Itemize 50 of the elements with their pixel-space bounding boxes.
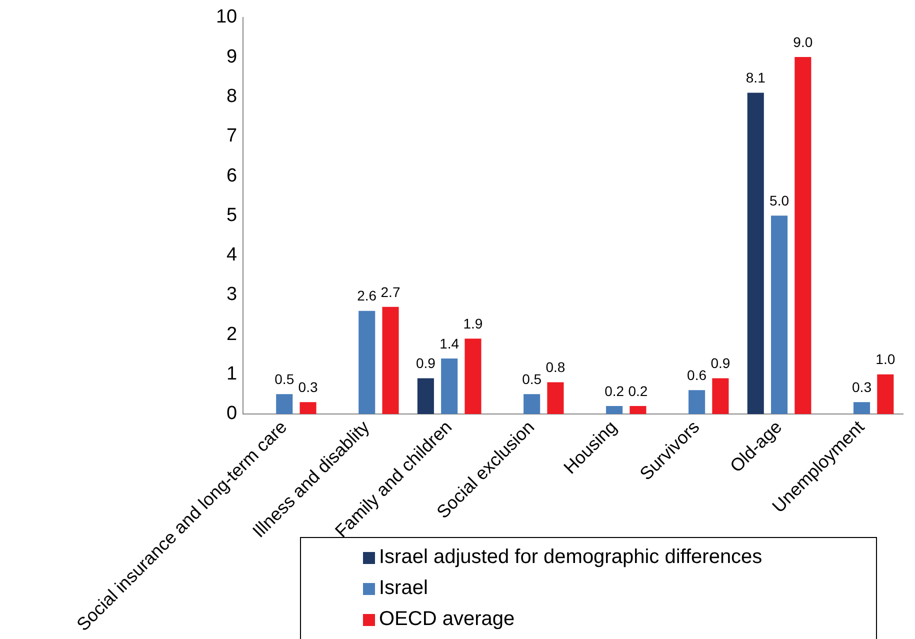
bar — [524, 394, 540, 414]
data-label: 1.9 — [463, 315, 483, 332]
bar — [630, 406, 646, 414]
legend-label: Israel adjusted for demographic differences — [379, 546, 762, 569]
y-tick-label: 2 — [226, 324, 238, 345]
bar — [853, 402, 870, 414]
bar — [464, 338, 482, 414]
data-label: 0.2 — [628, 382, 648, 399]
data-label: 0.2 — [604, 382, 624, 399]
bar — [382, 306, 399, 414]
data-label: 2.6 — [357, 288, 377, 304]
data-label: 0.3 — [298, 378, 318, 395]
data-label: 5.0 — [770, 192, 790, 209]
y-tick-label: 8 — [226, 86, 238, 107]
legend-label: Israel — [379, 577, 428, 600]
data-label: 1.0 — [876, 351, 896, 368]
bar — [794, 57, 812, 414]
bar — [747, 92, 764, 414]
y-tick-label: 6 — [226, 165, 238, 186]
data-label: 0.6 — [687, 367, 707, 384]
data-label: 8.1 — [746, 70, 766, 86]
data-label: 0.5 — [522, 371, 542, 388]
legend-label: OECD average — [379, 608, 515, 631]
data-label: 0.5 — [274, 371, 294, 388]
data-label: 1.4 — [440, 335, 460, 352]
y-tick-label: 1 — [226, 364, 238, 385]
data-label: 0.8 — [546, 359, 566, 376]
bar — [300, 402, 316, 414]
data-label: 0.9 — [710, 355, 730, 372]
y-tick-label: 4 — [226, 244, 238, 266]
bar — [606, 406, 623, 414]
bar — [877, 374, 894, 414]
data-label: 2.7 — [380, 284, 400, 300]
bar — [358, 310, 376, 414]
y-tick-label: 9 — [226, 46, 238, 68]
data-label: 0.9 — [416, 355, 436, 372]
bar — [547, 382, 564, 414]
data-label: 9.0 — [793, 34, 813, 50]
y-tick-label: 0 — [226, 403, 238, 424]
y-tick-label: 3 — [226, 284, 238, 306]
bar — [712, 378, 729, 414]
data-label: 0.3 — [852, 378, 872, 395]
bar — [276, 394, 293, 414]
bar — [417, 378, 434, 414]
bar — [441, 358, 458, 414]
bar — [688, 390, 706, 414]
y-tick-label: 5 — [226, 204, 238, 226]
bar — [771, 216, 788, 414]
y-tick-label: 7 — [226, 126, 238, 147]
y-tick-label: 10 — [216, 6, 238, 28]
